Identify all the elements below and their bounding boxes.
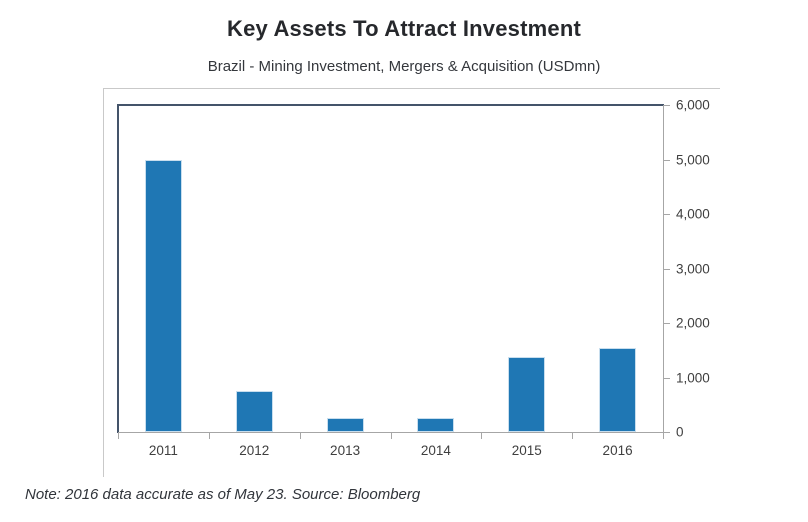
source-note: Note: 2016 data accurate as of May 23. S… [25,486,421,503]
bar-2015 [508,357,546,432]
x-tick-label: 2013 [330,443,361,458]
y-tick-mark [663,432,670,433]
y-tick-label: 5,000 [676,152,710,167]
chart-title: Key Assets To Attract Investment [226,16,582,41]
y-tick-mark [663,377,670,379]
x-tick-mark [663,432,664,439]
frame-border-left [103,88,104,477]
y-tick-label: 0 [676,424,684,440]
x-tick-label: 2011 [148,443,178,458]
x-tick-label: 2012 [239,443,270,458]
x-tick-mark [208,432,210,439]
y-tick-mark [663,268,670,270]
bar-2013 [326,418,364,432]
x-tick-mark [390,432,392,439]
plot-border-left [117,104,119,433]
x-tick-mark [118,432,119,439]
y-tick-mark [663,105,670,106]
plot-border-top [117,104,664,106]
x-tick-mark [572,432,574,439]
bar-2014 [417,417,455,432]
frame-border-top [103,88,720,89]
x-tick-mark [299,432,301,439]
y-tick-label: 4,000 [676,206,710,222]
x-tick-label: 2016 [602,443,633,458]
bar-2016 [599,348,637,432]
y-tick-mark [663,159,670,161]
y-tick-mark [663,214,670,215]
y-tick-mark [663,323,670,324]
y-tick-label: 2,000 [676,315,710,331]
x-tick-label: 2015 [511,443,542,458]
y-tick-label: 6,000 [676,97,710,113]
x-tick-label: 2014 [420,443,451,458]
bar-2011 [144,159,182,432]
bar-2012 [235,391,273,432]
chart-subtitle: Brazil - Mining Investment, Mergers & Ac… [207,58,601,75]
y-tick-label: 1,000 [676,370,710,385]
chart-frame: 0 1,000 2,000 3,000 4,000 5,000 6,000 2011 2012 2… [103,88,720,477]
x-tick-mark [481,432,483,439]
y-tick-label: 3,000 [676,261,710,276]
